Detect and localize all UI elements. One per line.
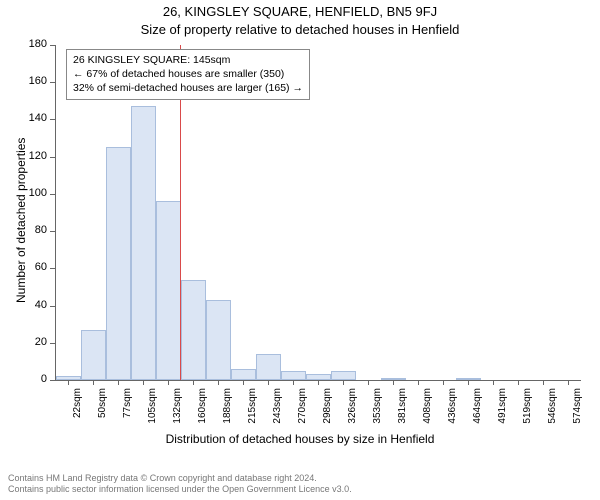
y-tick-label: 140 [17,112,47,124]
chart-plot-area: 26 KINGSLEY SQUARE: 145sqm← 67% of detac… [55,45,581,381]
footer-line-1: Contains HM Land Registry data © Crown c… [8,473,352,485]
y-tick-mark [50,380,55,381]
x-tick-mark [318,380,319,385]
x-tick-label: 50sqm [97,388,108,428]
y-tick-label: 20 [17,336,47,348]
x-tick-label: 243sqm [272,388,283,428]
x-tick-label: 298sqm [322,388,333,428]
x-tick-mark [93,380,94,385]
x-tick-label: 519sqm [522,388,533,428]
y-tick-mark [50,231,55,232]
annotation-box: 26 KINGSLEY SQUARE: 145sqm← 67% of detac… [66,49,310,100]
x-tick-label: 77sqm [122,388,133,428]
x-tick-label: 22sqm [72,388,83,428]
x-axis-label: Distribution of detached houses by size … [0,432,600,446]
histogram-bar [206,300,231,380]
histogram-bar [456,378,481,380]
x-tick-mark [418,380,419,385]
y-tick-label: 0 [17,373,47,385]
annotation-line: ← 67% of detached houses are smaller (35… [73,67,303,81]
x-tick-mark [543,380,544,385]
annotation-line: 32% of semi-detached houses are larger (… [73,81,303,95]
x-tick-label: 574sqm [572,388,583,428]
x-tick-label: 132sqm [172,388,183,428]
x-tick-mark [268,380,269,385]
footer-attribution: Contains HM Land Registry data © Crown c… [8,473,352,496]
x-tick-mark [468,380,469,385]
histogram-bar [306,374,331,380]
y-tick-label: 160 [17,75,47,87]
histogram-bar [231,369,256,380]
x-tick-label: 326sqm [347,388,358,428]
x-tick-mark [343,380,344,385]
x-tick-mark [218,380,219,385]
y-tick-mark [50,119,55,120]
x-tick-mark [143,380,144,385]
x-tick-mark [168,380,169,385]
histogram-bar [156,201,181,380]
chart-subtitle: Size of property relative to detached ho… [0,22,600,37]
x-tick-mark [243,380,244,385]
y-tick-label: 60 [17,261,47,273]
x-tick-label: 381sqm [397,388,408,428]
x-tick-label: 215sqm [247,388,258,428]
x-tick-mark [293,380,294,385]
x-tick-mark [568,380,569,385]
y-axis-label: Number of detached properties [14,137,28,302]
histogram-bar [331,371,356,380]
y-tick-mark [50,157,55,158]
x-tick-mark [368,380,369,385]
y-tick-mark [50,45,55,46]
x-tick-mark [393,380,394,385]
histogram-bar [56,376,81,380]
x-tick-label: 464sqm [472,388,483,428]
y-tick-mark [50,343,55,344]
y-tick-label: 80 [17,224,47,236]
y-tick-label: 40 [17,299,47,311]
x-tick-label: 408sqm [422,388,433,428]
address-title: 26, KINGSLEY SQUARE, HENFIELD, BN5 9FJ [0,4,600,19]
x-tick-label: 546sqm [547,388,558,428]
footer-line-2: Contains public sector information licen… [8,484,352,496]
y-tick-mark [50,194,55,195]
x-tick-mark [193,380,194,385]
histogram-bar [81,330,106,380]
y-tick-label: 120 [17,150,47,162]
x-tick-mark [118,380,119,385]
y-tick-mark [50,306,55,307]
x-tick-label: 160sqm [197,388,208,428]
histogram-bar [106,147,131,380]
x-tick-mark [493,380,494,385]
x-tick-label: 270sqm [297,388,308,428]
annotation-line: 26 KINGSLEY SQUARE: 145sqm [73,53,303,67]
y-tick-label: 180 [17,38,47,50]
y-tick-mark [50,268,55,269]
x-tick-label: 436sqm [447,388,458,428]
histogram-bar [381,378,406,380]
histogram-bar [131,106,156,380]
histogram-bar [256,354,281,380]
x-tick-label: 105sqm [147,388,158,428]
x-tick-mark [518,380,519,385]
x-tick-mark [443,380,444,385]
x-tick-label: 188sqm [222,388,233,428]
x-tick-label: 491sqm [497,388,508,428]
histogram-bar [181,280,206,381]
y-tick-mark [50,82,55,83]
x-tick-mark [68,380,69,385]
x-tick-label: 353sqm [372,388,383,428]
y-tick-label: 100 [17,187,47,199]
histogram-bar [281,371,306,380]
